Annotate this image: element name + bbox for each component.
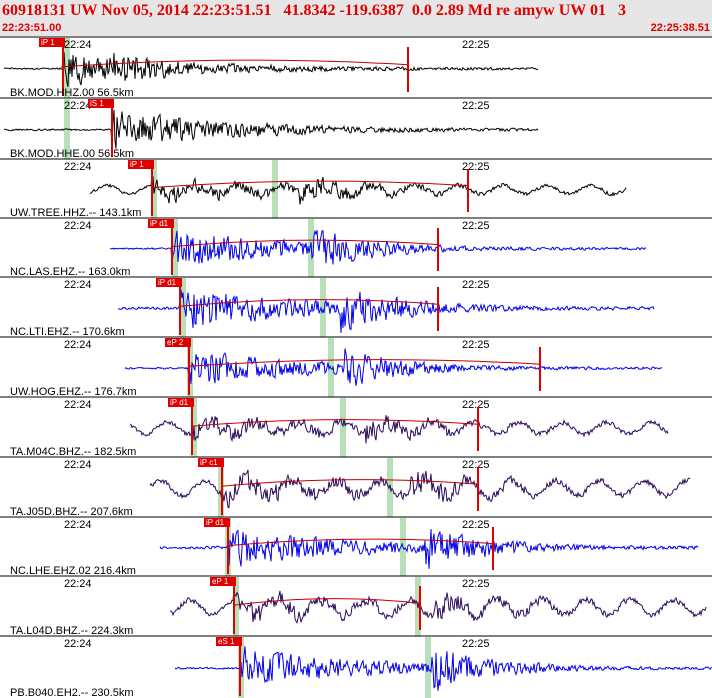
coda-envelope <box>191 419 479 427</box>
time-tick-label: 22:24 <box>64 578 92 590</box>
pick-flag[interactable] <box>39 38 65 47</box>
time-tick-label: 22:24 <box>64 519 92 531</box>
pick-flag[interactable] <box>156 278 182 287</box>
time-tick-label: 22:24 <box>64 161 92 173</box>
pick-label: iP d1 <box>170 398 189 407</box>
pick-window <box>64 38 70 98</box>
time-tick-label: 22:25 <box>462 100 490 112</box>
pick-window <box>233 577 239 636</box>
time-tick-label: 22:25 <box>462 279 490 291</box>
pick-flag[interactable] <box>128 160 154 169</box>
pick-flag[interactable] <box>210 577 236 586</box>
station-label: BK.MOD.HHE.00 56.5km <box>10 148 134 160</box>
pick-flag[interactable] <box>165 338 191 347</box>
time-end: 22:25:38.51 <box>650 22 710 34</box>
pick-label: eS 1 <box>218 637 235 646</box>
time-tick-label: 22:24 <box>64 339 92 351</box>
time-tick-label: 22:25 <box>462 339 490 351</box>
time-tick-label: 22:25 <box>462 459 490 471</box>
pick-label: eP 1 <box>212 577 229 586</box>
pick-window <box>340 398 346 457</box>
coda-envelope <box>62 59 409 68</box>
waveform-1[interactable] <box>3 51 539 87</box>
station-label: TA.J05D.BHZ.-- 207.6km <box>10 506 133 518</box>
pick-label: iS 1 <box>90 99 104 108</box>
waveform-10[interactable] <box>169 589 707 624</box>
pick-window <box>180 278 186 337</box>
pick-flag[interactable] <box>168 398 194 407</box>
waveform-4[interactable] <box>109 229 647 265</box>
coda-envelope <box>221 479 479 487</box>
pick-label: iP d1 <box>150 219 169 228</box>
pick-label: iP c1 <box>200 458 218 467</box>
pick-flag[interactable] <box>148 219 174 228</box>
event-title: 60918131 UW Nov 05, 2014 22:23:51.51 41.… <box>2 2 626 19</box>
station-label: PB.B040.EH2.-- 230.5km <box>10 687 134 698</box>
time-tick-label: 22:25 <box>462 519 490 531</box>
time-tick-label: 22:25 <box>462 399 490 411</box>
time-tick-label: 22:25 <box>462 578 490 590</box>
time-start: 22:23:51.00 <box>2 22 62 34</box>
time-tick-label: 22:25 <box>462 220 490 232</box>
coda-envelope <box>151 180 469 189</box>
waveform-6[interactable] <box>124 348 663 386</box>
time-tick-label: 22:25 <box>462 638 490 650</box>
station-label: TA.M04C.BHZ.-- 182.5km <box>10 446 136 458</box>
pick-flag[interactable] <box>88 99 114 108</box>
pick-label: iP d1 <box>158 278 177 287</box>
coda-envelope <box>171 239 439 248</box>
coda-envelope <box>179 299 439 307</box>
time-tick-label: 22:25 <box>462 39 490 51</box>
time-tick-label: 22:24 <box>64 279 92 291</box>
pick-flag[interactable] <box>198 458 224 467</box>
waveform-9[interactable] <box>159 528 699 569</box>
time-tick-label: 22:24 <box>64 39 92 51</box>
station-label: NC.LHE.EHZ.02 216.4km <box>10 565 136 577</box>
time-tick-label: 22:24 <box>64 638 92 650</box>
pick-label: iP 1 <box>41 38 55 47</box>
pick-label: iP d1 <box>206 518 225 527</box>
station-label: NC.LAS.EHZ.-- 163.0km <box>10 266 130 278</box>
waveform-2[interactable] <box>3 109 539 149</box>
pick-label: iP 1 <box>130 160 144 169</box>
station-label: NC.LTI.EHZ.-- 170.6km <box>10 326 125 338</box>
coda-envelope <box>188 359 541 367</box>
waveform-3[interactable] <box>89 173 627 205</box>
time-tick-label: 22:25 <box>462 161 490 173</box>
station-label: UW.TREE.HHZ.-- 143.1km <box>10 207 141 219</box>
waveform-7[interactable] <box>129 415 669 444</box>
waveform-8[interactable] <box>149 469 691 509</box>
waveform-11[interactable] <box>174 646 712 691</box>
pick-label: eP 2 <box>167 338 184 347</box>
pick-flag[interactable] <box>204 518 230 527</box>
time-tick-label: 22:24 <box>64 459 92 471</box>
coda-envelope <box>227 538 494 547</box>
station-label: TA.L04D.BHZ.-- 224.3km <box>10 625 133 637</box>
station-label: UW.HOG.EHZ.-- 176.7km <box>10 386 137 398</box>
time-tick-label: 22:24 <box>64 100 92 112</box>
pick-flag[interactable] <box>216 637 242 646</box>
time-tick-label: 22:24 <box>64 399 92 411</box>
pick-window <box>320 278 326 337</box>
time-tick-label: 22:24 <box>64 220 92 232</box>
header-bar: 60918131 UW Nov 05, 2014 22:23:51.51 41.… <box>0 0 712 36</box>
waveform-5[interactable] <box>117 289 655 333</box>
station-label: BK.MOD.HHZ.00 56.5km <box>10 87 133 99</box>
coda-envelope <box>233 598 421 606</box>
